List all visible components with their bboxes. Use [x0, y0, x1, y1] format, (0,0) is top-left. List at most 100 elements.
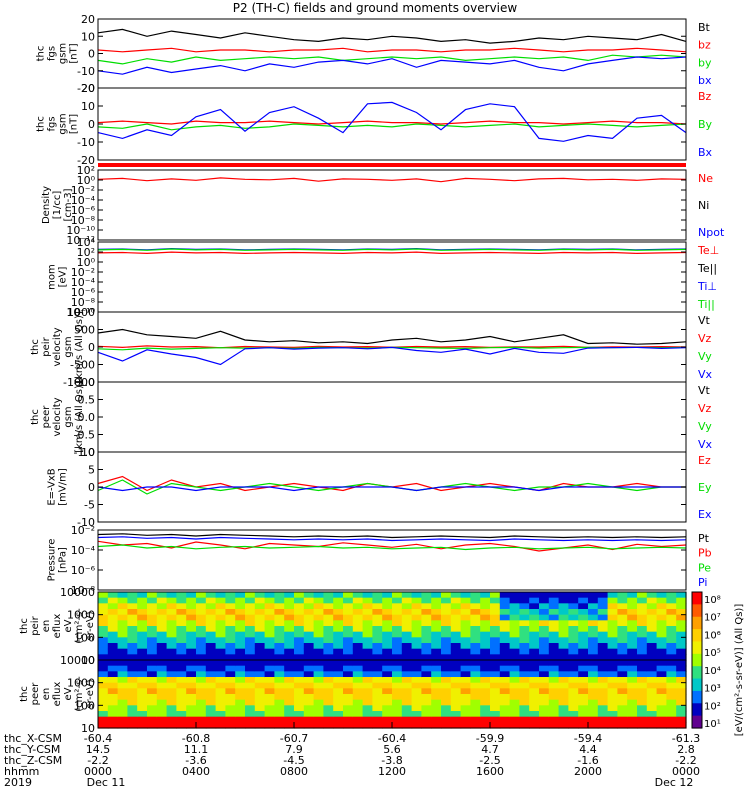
spectrogram-cell [98, 648, 109, 655]
spectrogram-cell [245, 699, 256, 706]
spectrogram-cell [548, 654, 560, 661]
spectrogram-cell [147, 620, 158, 627]
spectrogram-cell [156, 614, 168, 621]
spectrogram-cell [421, 694, 432, 701]
spectrogram-cell [519, 614, 530, 621]
spectrogram-cell [294, 592, 305, 599]
spectrogram-cell [137, 609, 148, 616]
y-tick-label: 0 [88, 341, 95, 354]
spectrogram-cell [480, 699, 491, 706]
y-axis-label: [nT] [69, 43, 80, 63]
spectrogram-cell [627, 592, 638, 599]
spectrogram-cell [254, 643, 266, 650]
legend-entry: bx [698, 74, 712, 87]
spectrogram-cell [617, 654, 628, 661]
spectrogram-cell [441, 614, 452, 621]
spectrogram-cell [235, 654, 246, 661]
spectrogram-cell [450, 597, 462, 604]
spectrogram-cell [215, 631, 226, 638]
spectrogram-cell [107, 660, 119, 667]
spectrogram-cell [578, 705, 589, 712]
spectrogram-cell [156, 654, 168, 661]
spectrogram-cell [98, 614, 109, 621]
y-tick-label: -500 [70, 359, 95, 372]
spectrogram-cell [548, 614, 560, 621]
spectrogram-cell [117, 609, 128, 616]
spectrogram-cell [284, 631, 295, 638]
spectrogram-cell [539, 626, 550, 633]
spectrogram-cell [225, 677, 236, 684]
spectrogram-cell [480, 665, 491, 672]
y-axis-label: gsm [63, 406, 74, 427]
spectrogram-cell [215, 620, 226, 627]
spectrogram-cell [588, 631, 599, 638]
spectrogram-cell [343, 620, 354, 627]
spectrogram-cell [117, 620, 128, 627]
spectrogram-cell [509, 631, 520, 638]
spectrogram-cell [333, 592, 344, 599]
spectrogram-cell [509, 694, 520, 701]
panel-frame [97, 18, 687, 89]
spectrogram-cell [539, 699, 550, 706]
y-axis-label: velocity [52, 397, 63, 436]
spectrogram-cell [147, 592, 158, 599]
spectrogram-cell [156, 682, 168, 689]
y-tick-label: 10 [81, 100, 95, 113]
spectrogram-cell [490, 597, 501, 604]
legend-entry: Vz [698, 402, 712, 415]
spectrogram-cell [137, 597, 148, 604]
spectrogram-cell [313, 597, 324, 604]
spectrogram-cell [548, 648, 560, 655]
spectrogram-cell [107, 620, 119, 627]
legend-entry: Vt [698, 314, 711, 327]
spectrogram-cell [137, 722, 148, 729]
spectrogram-cell [235, 620, 246, 627]
spectrogram-cell [411, 648, 422, 655]
spectrogram-cell [421, 620, 432, 627]
spectrogram-cell [127, 620, 138, 627]
spectrogram-cell [588, 660, 599, 667]
spectrogram-cell [588, 643, 599, 650]
spectrogram-cell [401, 699, 413, 706]
spectrogram-cell [303, 694, 315, 701]
spectrogram-cell [303, 609, 315, 616]
spectrogram-cell [294, 648, 305, 655]
spectrogram-cell [186, 592, 197, 599]
spectrogram-cell [597, 626, 609, 633]
spectrogram-cell [303, 722, 315, 729]
spectrogram-cell [323, 626, 334, 633]
spectrogram-cell [607, 716, 618, 723]
spectrogram-cell [431, 620, 442, 627]
spectrogram-cell [107, 688, 119, 695]
spectrogram-cell [617, 688, 628, 695]
spectrogram-cell [568, 705, 579, 712]
spectrogram-cell [627, 597, 638, 604]
spectrogram-cell [666, 677, 677, 684]
spectrogram-cell [450, 631, 462, 638]
spectrogram-cell [333, 648, 344, 655]
spectrogram-cell [313, 711, 324, 718]
spectrogram-cell [98, 688, 109, 695]
spectrogram-cell [578, 597, 589, 604]
spectrogram-cell [637, 592, 648, 599]
spectrogram-cell [470, 614, 481, 621]
spectrogram-cell [156, 660, 168, 667]
spectrogram-cell [166, 722, 177, 729]
y-axis-label: thc [36, 46, 47, 62]
spectrogram-cell [352, 665, 364, 672]
spectrogram-cell [362, 597, 373, 604]
spectrogram-cell [558, 603, 569, 610]
spectrogram-cell [176, 637, 187, 644]
spectrogram-cell [254, 705, 266, 712]
spectrogram-cell [509, 705, 520, 712]
spectrogram-cell [548, 620, 560, 627]
spectrogram-cell [529, 688, 540, 695]
spectrogram-cell [303, 677, 315, 684]
y-tick-label: 20 [81, 82, 95, 95]
spectrogram-cell [509, 677, 520, 684]
spectrogram-cell [147, 654, 158, 661]
spectrogram-cell [401, 609, 413, 616]
spectrogram-cell [607, 665, 618, 672]
spectrogram-cell [323, 597, 334, 604]
